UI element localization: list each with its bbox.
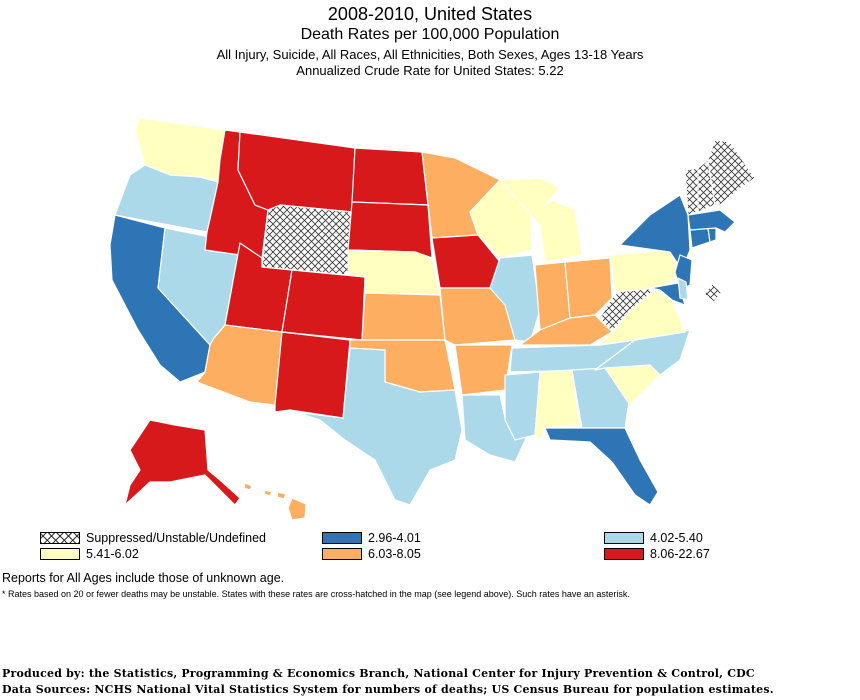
state-vt — [684, 167, 699, 216]
state-ri — [707, 227, 717, 243]
legend-label: 5.41-6.02 — [86, 547, 139, 561]
map-subtitle: Death Rates per 100,000 Population — [300, 26, 560, 43]
legend-label: Suppressed/Unstable/Undefined — [86, 531, 266, 545]
state-nm — [274, 331, 351, 419]
filter-description: All Injury, Suicide, All Races, All Ethn… — [216, 47, 644, 62]
state-tx — [294, 347, 463, 506]
state-hi — [287, 497, 307, 521]
state-nd — [351, 147, 429, 206]
state-de — [677, 277, 689, 301]
state-ms — [504, 371, 541, 441]
range-2-swatch — [604, 532, 644, 544]
unstable-rates-note: * Rates based on 20 or fewer deaths may … — [2, 589, 630, 599]
state-la — [461, 394, 531, 463]
unknown-age-note: Reports for All Ages include those of un… — [2, 571, 285, 585]
suppressed-swatch — [40, 532, 80, 544]
state-ks — [361, 292, 446, 341]
legend-range-3: 5.41-6.02 — [40, 547, 139, 561]
state-ma — [687, 209, 736, 233]
legend-range-5: 8.06-22.67 — [604, 547, 710, 561]
produced-by-credit: Produced by: the Statistics, Programming… — [2, 667, 755, 680]
legend-range-2: 4.02-5.40 — [604, 531, 703, 545]
state-oh — [564, 257, 613, 319]
legend-range-1: 2.96-4.01 — [322, 531, 421, 545]
state-fl — [544, 427, 659, 506]
legend-suppressed: Suppressed/Unstable/Undefined — [40, 531, 266, 545]
state-il — [489, 254, 541, 343]
national-rate: Annualized Crude Rate for United States:… — [296, 63, 564, 78]
legend-label: 2.96-4.01 — [368, 531, 421, 545]
state-sd — [347, 201, 433, 259]
state-me — [707, 139, 756, 206]
legend-label: 4.02-5.40 — [650, 531, 703, 545]
legend-label: 8.06-22.67 — [650, 547, 710, 561]
range-1-swatch — [322, 532, 362, 544]
range-5-swatch — [604, 548, 644, 560]
state-ak — [124, 419, 241, 506]
state-wy — [261, 204, 353, 276]
state-mt — [237, 131, 356, 213]
state-mi — [499, 177, 583, 263]
range-4-swatch — [322, 548, 362, 560]
state-dc — [703, 283, 723, 303]
state-ct — [689, 227, 711, 249]
data-sources-credit: Data Sources: NCHS National Vital Statis… — [2, 683, 774, 696]
map-title: 2008-2010, United States — [327, 4, 533, 24]
range-3-swatch — [40, 548, 80, 560]
state-ar — [454, 344, 513, 396]
state-co — [281, 269, 366, 341]
state-md — [649, 282, 686, 306]
state-ny — [619, 194, 691, 271]
legend-range-4: 6.03-8.05 — [322, 547, 421, 561]
legend-label: 6.03-8.05 — [368, 547, 421, 561]
state-hi-islands — [243, 482, 287, 500]
